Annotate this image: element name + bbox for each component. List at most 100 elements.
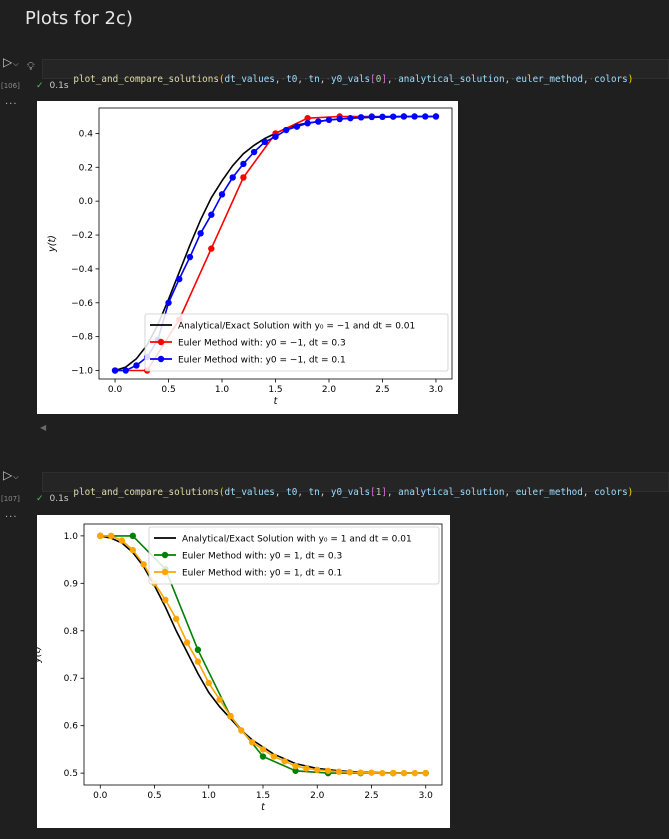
data-point — [129, 546, 137, 554]
data-point — [292, 767, 299, 774]
x-tick-label: 0.0 — [108, 385, 123, 395]
data-point — [227, 712, 234, 720]
x-tick-label: 2.0 — [310, 791, 325, 801]
data-point — [346, 768, 353, 776]
data-point — [282, 126, 290, 134]
data-point — [240, 160, 247, 168]
x-tick-label: 0.5 — [161, 385, 175, 395]
y-axis-label: y(t) — [37, 646, 43, 664]
y-tick-label: 0.4 — [79, 129, 94, 139]
data-point — [336, 115, 343, 123]
code-cell[interactable]: 💡︎ plot_and_compare_solutions(dt_values,… — [27, 59, 669, 85]
code-arg: analytical_solution — [398, 487, 505, 498]
y-tick-label: 0.8 — [64, 627, 79, 637]
data-point — [400, 113, 408, 120]
legend-label: Analytical/Exact Solution with y₀ = 1 an… — [182, 535, 412, 545]
data-point — [315, 118, 322, 125]
code-arg: 0 — [375, 74, 382, 85]
data-point — [129, 532, 137, 540]
data-point — [122, 367, 129, 374]
x-tick-label: 1.5 — [256, 791, 270, 801]
legend-label: Euler Method with: y0 = −1, dt = 0.1 — [178, 356, 346, 366]
code-arg: euler_method — [515, 74, 583, 85]
data-point — [218, 191, 226, 198]
x-tick-label: 3.0 — [419, 791, 434, 801]
status-time: 0.1s — [49, 494, 69, 504]
data-point — [194, 646, 202, 653]
chart-2: 0.0 0.5 1.0 1.5 2.0 2.5 3.0 0.5 0.6 0.7 0.8 0.9 1.0 t… — [32, 523, 443, 813]
data-point — [389, 769, 397, 777]
execution-count: [106] — [1, 82, 20, 90]
data-point — [259, 746, 267, 753]
y-tick-label: −0.2 — [71, 231, 93, 241]
legend-marker — [161, 568, 169, 576]
code-arg: euler_method — [515, 487, 583, 498]
code-function: plot_and_compare_solutions — [73, 487, 219, 498]
scroll-left-icon[interactable]: ◀ — [40, 423, 47, 432]
run-icon[interactable]: ▷⌵ — [3, 55, 19, 69]
data-point — [411, 113, 418, 120]
y-tick-label: 0.2 — [79, 163, 93, 173]
data-point — [357, 114, 365, 121]
execution-count: [107] — [1, 495, 20, 503]
plot-output-1: 0.0 0.5 1.0 1.5 2.0 2.5 3.0 −1.0 −0.8 −0.6 −0.4 −0.… — [37, 101, 458, 414]
x-axis-label: t — [261, 802, 266, 813]
data-point — [197, 230, 204, 237]
code-line[interactable]: plot_and_compare_solutions(dt_values,·t0… — [73, 74, 634, 85]
data-point — [304, 114, 311, 122]
data-point — [303, 765, 310, 772]
data-point — [368, 769, 375, 776]
data-point — [304, 120, 311, 127]
legend-marker — [157, 355, 165, 363]
legend-marker — [157, 338, 165, 346]
run-icon[interactable]: ▷⌵ — [3, 468, 19, 482]
chevron-down-icon[interactable]: ⌵ — [13, 473, 19, 481]
data-point — [357, 769, 364, 776]
code-arg: colors — [594, 487, 628, 498]
data-point — [432, 113, 440, 120]
x-tick-label: 2.5 — [375, 385, 389, 395]
y-tick-label: −0.4 — [71, 265, 93, 275]
code-arg: analytical_solution — [398, 74, 505, 85]
x-tick-label: 1.5 — [268, 385, 282, 395]
more-icon[interactable]: ··· — [5, 99, 18, 110]
section-heading: Plots for 2c) — [25, 8, 133, 29]
y-tick-label: −1.0 — [71, 367, 93, 377]
x-tick-label: 0.5 — [147, 791, 161, 801]
chart-1: 0.0 0.5 1.0 1.5 2.0 2.5 3.0 −1.0 −0.8 −0.6 −0.4 −0.… — [47, 107, 453, 407]
data-point — [292, 762, 299, 770]
data-point — [261, 138, 269, 146]
data-point — [140, 561, 147, 568]
data-point — [208, 245, 215, 252]
data-point — [194, 658, 202, 665]
data-point — [325, 116, 333, 124]
data-point — [238, 727, 245, 734]
data-point — [335, 768, 343, 775]
data-point — [270, 753, 278, 760]
y-tick-label: 0.0 — [79, 197, 94, 207]
data-point — [183, 639, 191, 646]
code-line[interactable]: plot_and_compare_solutions(dt_values, t0… — [73, 487, 634, 498]
data-point — [379, 769, 386, 777]
code-arg: y0_vals — [330, 74, 371, 85]
code-arg: tn — [308, 487, 320, 498]
y-tick-label: −0.8 — [71, 333, 93, 343]
legend-label: Euler Method with: y0 = 1, dt = 0.1 — [182, 569, 342, 579]
data-point — [205, 679, 212, 687]
data-point — [314, 766, 321, 774]
more-icon[interactable]: ··· — [5, 512, 18, 523]
lightbulb-icon[interactable]: 💡︎ — [27, 60, 35, 73]
data-point — [111, 367, 119, 374]
data-point — [107, 532, 115, 540]
chevron-down-icon[interactable]: ⌵ — [13, 60, 19, 68]
data-point — [229, 174, 236, 181]
code-arg: 1 — [375, 487, 382, 498]
y-tick-label: 0.7 — [64, 674, 78, 684]
legend-marker — [161, 551, 169, 559]
y-tick-label: −0.6 — [71, 299, 93, 309]
data-point — [272, 133, 279, 140]
code-cell[interactable]: plot_and_compare_solutions(dt_values, t0… — [42, 472, 669, 498]
data-point — [400, 769, 408, 777]
code-arg: y0_vals — [330, 487, 371, 498]
code-arg: tn — [308, 74, 320, 85]
